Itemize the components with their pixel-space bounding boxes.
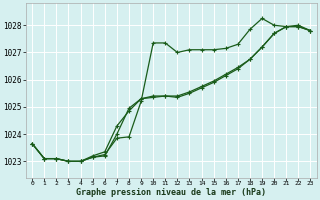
X-axis label: Graphe pression niveau de la mer (hPa): Graphe pression niveau de la mer (hPa) xyxy=(76,188,266,197)
